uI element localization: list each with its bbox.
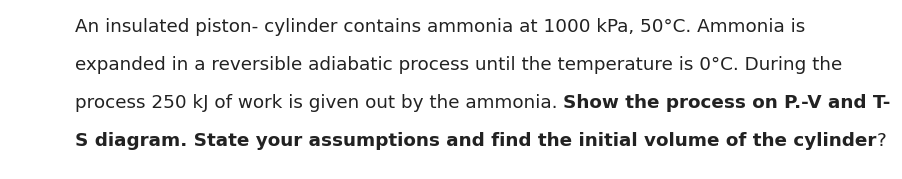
Text: expanded in a reversible adiabatic process until the temperature is 0°C. During : expanded in a reversible adiabatic proce… (75, 56, 842, 74)
Text: An insulated piston- cylinder contains ammonia at 1000 kPa, 50°C. Ammonia is: An insulated piston- cylinder contains a… (75, 18, 805, 36)
Text: ?: ? (876, 132, 885, 150)
Text: process 250 kJ of work is given out by the ammonia.: process 250 kJ of work is given out by t… (75, 94, 563, 112)
Text: S diagram. State your assumptions and find the initial volume of the cylinder: S diagram. State your assumptions and fi… (75, 132, 876, 150)
Text: Show the process on P.-V and T-: Show the process on P.-V and T- (563, 94, 889, 112)
